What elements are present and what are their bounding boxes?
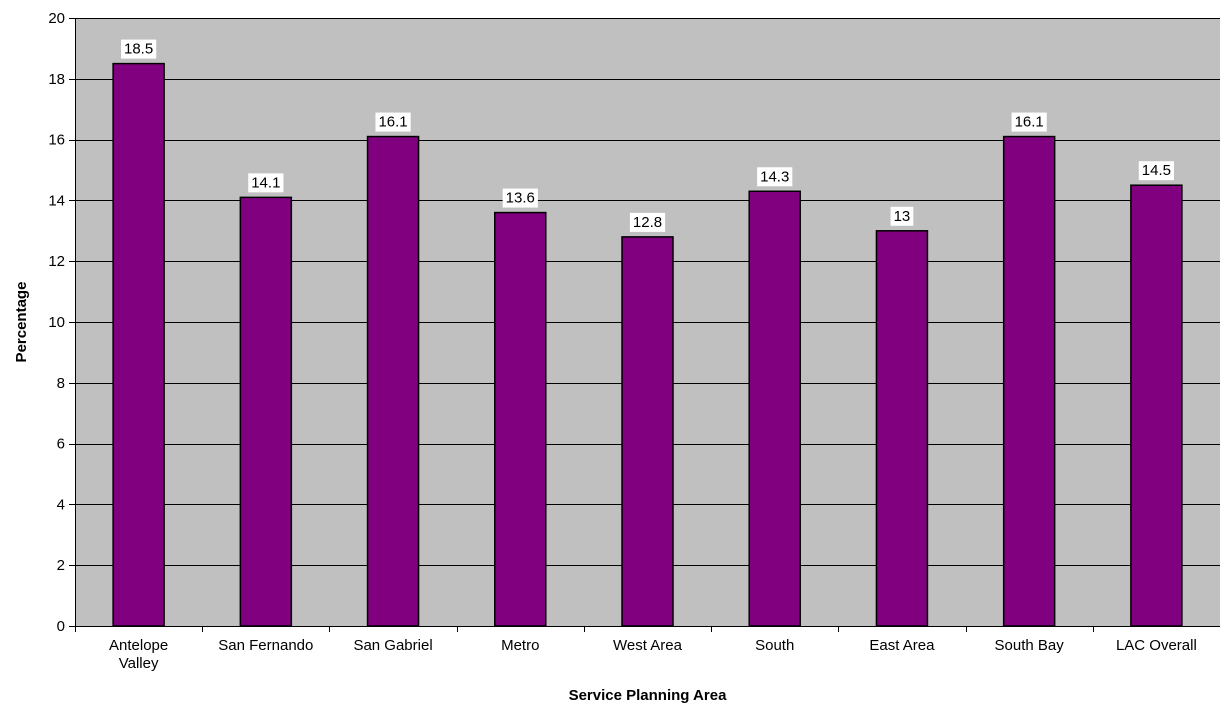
bar — [1002, 135, 1056, 627]
data-label-text: 13.6 — [506, 190, 535, 207]
data-label-background — [1011, 112, 1047, 132]
y-tick-label: 10 — [48, 314, 65, 331]
x-tick-label: South — [755, 637, 794, 654]
y-tick-label: 12 — [48, 253, 65, 270]
data-label-text: 13 — [894, 208, 911, 225]
bar — [239, 196, 293, 627]
data-label-background — [629, 212, 666, 232]
data-label-background — [375, 112, 411, 132]
data-label: 14.3 — [757, 167, 793, 187]
bar — [494, 211, 547, 627]
y-tick-label: 4 — [57, 496, 65, 513]
y-tick-label: 8 — [57, 375, 65, 392]
data-label-text: 14.5 — [1142, 162, 1171, 179]
data-label-background — [890, 206, 914, 226]
x-tick-label: West Area — [613, 637, 683, 654]
bar — [621, 236, 674, 627]
data-label-text: 16.1 — [1015, 114, 1044, 131]
x-tick-label: LAC Overall — [1116, 637, 1197, 654]
y-axis-title: Percentage — [13, 282, 30, 363]
data-label-text: 18.5 — [124, 41, 153, 58]
y-tick-labels: 0 2 4 6 8 10 12 14 16 18 20 — [48, 10, 65, 635]
x-axis-title: Service Planning Area — [569, 687, 728, 704]
bars — [112, 62, 1183, 627]
data-label: 13 — [890, 206, 914, 226]
data-label-text: 14.3 — [760, 168, 789, 185]
data-label: 14.1 — [248, 173, 284, 193]
y-tick-label: 6 — [57, 436, 65, 453]
data-label-text: 16.1 — [378, 114, 407, 131]
y-tick-label: 20 — [48, 10, 65, 27]
y-tick-label: 18 — [48, 71, 65, 88]
data-label-text: 14.1 — [251, 174, 280, 191]
bar — [875, 230, 929, 627]
data-label: 18.5 — [121, 39, 157, 59]
x-tick-label: San Fernando — [218, 637, 313, 654]
x-tick-label: San Gabriel — [353, 637, 432, 654]
x-tick-labels: Antelope Valley San Fernando San Gabriel Met… — [109, 637, 1197, 672]
data-label-background — [1138, 161, 1174, 181]
bar — [112, 62, 165, 627]
data-label: 12.8 — [629, 212, 666, 232]
y-tick-label: 0 — [57, 618, 65, 635]
data-label: 16.1 — [1011, 112, 1047, 132]
axes — [69, 18, 1220, 632]
x-tick-label: East Area — [869, 637, 935, 654]
x-tick-label: Antelope Valley — [109, 637, 168, 672]
data-labels: 18.5 14.1 16.1 13.6 12.8 14.3 13 16.1 14.5 — [121, 39, 1174, 232]
data-label: 16.1 — [375, 112, 411, 132]
x-tick-label: Metro — [501, 637, 539, 654]
bar — [748, 190, 801, 627]
data-label: 14.5 — [1138, 161, 1174, 181]
y-tick-label: 14 — [48, 192, 65, 209]
bar — [366, 135, 420, 627]
data-label-background — [248, 173, 284, 193]
data-label: 13.6 — [502, 188, 538, 208]
data-label-text: 12.8 — [633, 214, 662, 231]
data-label-background — [121, 39, 157, 59]
x-tick-label: South Bay — [995, 637, 1065, 654]
bar — [1130, 184, 1183, 627]
data-label-background — [757, 167, 793, 187]
y-tick-label: 2 — [57, 557, 65, 574]
data-label-background — [502, 188, 538, 208]
y-tick-label: 16 — [48, 132, 65, 149]
